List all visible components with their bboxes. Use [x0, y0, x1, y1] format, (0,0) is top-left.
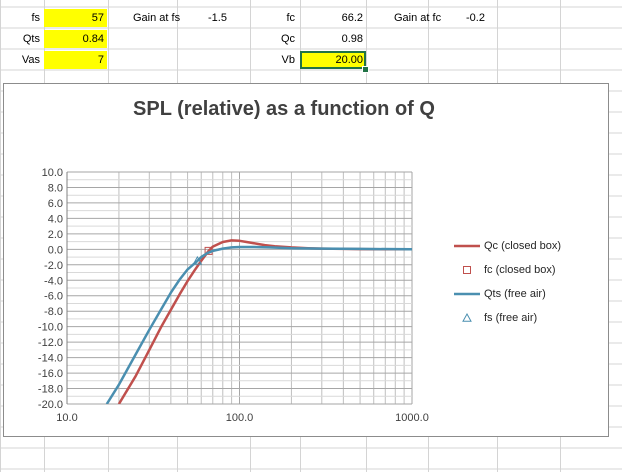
spl-chart[interactable]: SPL (relative) as a function of Q 10.0 8.… [3, 83, 609, 437]
y-tick-label: 2.0 [48, 229, 63, 241]
legend-symbol [454, 292, 480, 296]
x-tick-label: 1000.0 [395, 412, 429, 424]
x-tick-label: 100.0 [226, 412, 254, 424]
y-tick-label: -20.0 [38, 399, 63, 411]
y-tick-label: 4.0 [48, 213, 63, 225]
y-tick-label: -12.0 [38, 337, 63, 349]
series-line [105, 245, 412, 404]
legend-label: Qts (free air) [484, 288, 546, 300]
legend-label: Qc (closed box) [484, 240, 562, 252]
qts-label: Qts [22, 33, 40, 45]
legend-symbol [463, 266, 471, 274]
vas-label: Vas [21, 54, 40, 66]
y-tick-label: -14.0 [38, 353, 63, 365]
chart-title: SPL (relative) as a function of Q [133, 98, 435, 120]
y-tick-label: 10.0 [42, 167, 63, 179]
legend-symbol [454, 244, 480, 248]
chart-plot: 10.0 8.0 6.0 4.0 2.0 0.0 -2.0 -4.0 -6.0 -8.0 -10.0… [38, 167, 429, 424]
vb-value-cell[interactable]: 20.00 [300, 51, 366, 69]
y-tick-label: -4.0 [44, 275, 63, 287]
x-tick-label: 10.0 [56, 412, 77, 424]
gain-at-fs-value: -1.5 [208, 12, 227, 24]
fc-label: fc [286, 12, 295, 24]
y-tick-label: -8.0 [44, 306, 63, 318]
y-tick-label: 6.0 [48, 198, 63, 210]
gain-at-fc-value: -0.2 [466, 12, 485, 24]
qc-value: 0.98 [341, 33, 363, 45]
y-tick-label: -16.0 [38, 368, 63, 380]
gain-at-fc-label: Gain at fc [394, 12, 442, 24]
fc-value: 66.2 [341, 12, 363, 24]
qts-value-cell[interactable]: 0.84 [44, 30, 107, 48]
fs-marker [192, 255, 203, 265]
fs-value-cell[interactable]: 57 [44, 9, 107, 27]
y-tick-label: -6.0 [44, 291, 63, 303]
legend-symbol [462, 312, 472, 322]
qc-label: Qc [280, 33, 295, 45]
vb-label: Vb [281, 54, 295, 66]
legend-label: fc (closed box) [484, 264, 556, 276]
gain-at-fs-label: Gain at fs [133, 12, 181, 24]
fs-label: fs [31, 12, 40, 24]
legend-label: fs (free air) [484, 312, 538, 324]
y-tick-label: 8.0 [48, 182, 63, 194]
y-tick-label: -18.0 [38, 384, 63, 396]
y-tick-label: -10.0 [38, 322, 63, 334]
y-tick-label: 0.0 [48, 244, 63, 256]
vas-value-cell[interactable]: 7 [44, 51, 107, 69]
fill-handle[interactable] [362, 66, 369, 73]
y-tick-label: -2.0 [44, 260, 63, 272]
